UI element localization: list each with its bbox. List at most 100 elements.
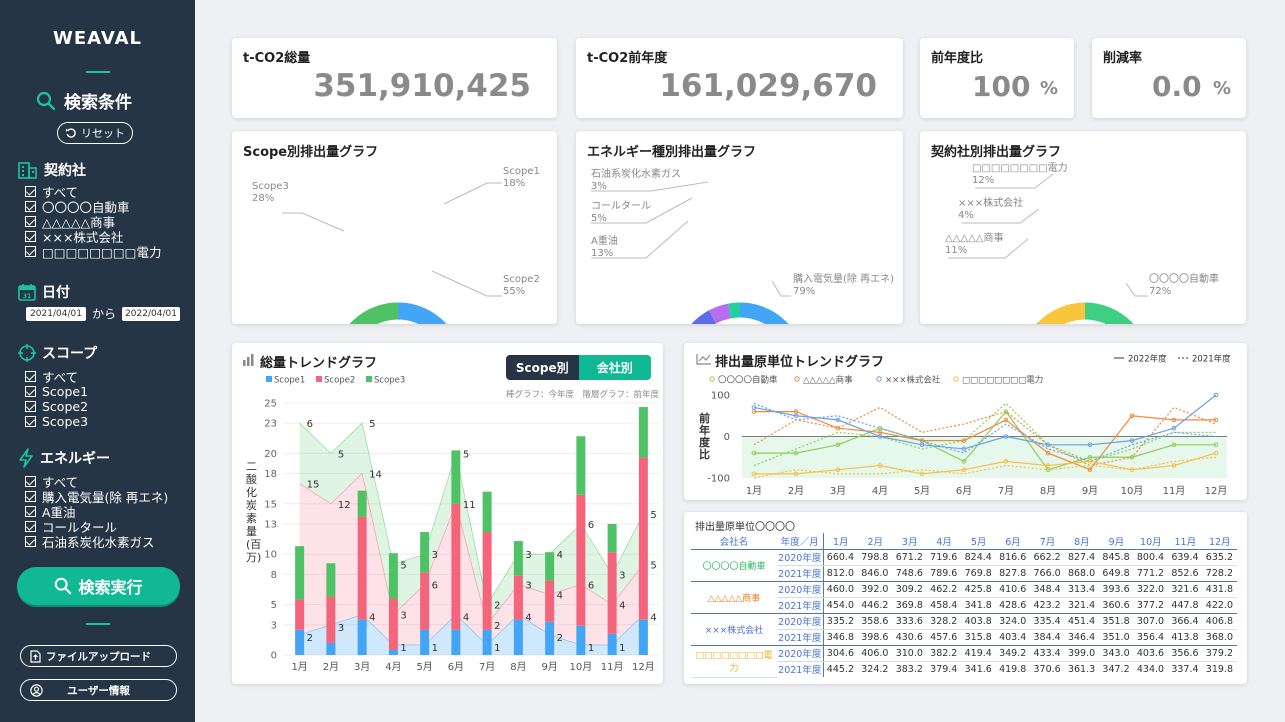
checkbox-box[interactable] [25, 415, 36, 427]
card-title: 総量トレンドグラフ [260, 356, 378, 371]
bar-scope3 [576, 436, 586, 495]
y-tick-label: 0 [724, 432, 730, 443]
checkbox-company-4[interactable]: □□□□□□□□電力 [25, 244, 161, 260]
donut-label-company-power: □□□□□□□□電力 12% [972, 163, 1068, 186]
checkbox-energy-2[interactable]: A重油 [25, 504, 76, 520]
value-cell: 377.2 [1133, 597, 1169, 614]
checkbox-box[interactable] [25, 200, 36, 212]
reset-button[interactable]: リセット [57, 122, 133, 144]
line-series [754, 410, 1216, 471]
line-point [1045, 450, 1051, 456]
checkbox-company-1[interactable]: 〇〇〇〇自動車 [25, 199, 130, 215]
search-conditions-header: 検索条件 [36, 88, 132, 113]
x-tick-label: 5月 [416, 661, 432, 673]
kpi-value: 351,910,425 [313, 68, 531, 104]
area-data-label: 2 [307, 633, 313, 644]
checkbox-box[interactable] [25, 505, 36, 517]
value-cell: 335.4 [1030, 613, 1065, 630]
table-header-cell: 3月 [892, 533, 927, 550]
x-tick-label: 9月 [1082, 485, 1098, 497]
line-point [1129, 438, 1135, 443]
value-cell: 366.4 [1168, 613, 1203, 630]
file-upload-button[interactable]: ファイルアップロード [20, 645, 177, 667]
area-data-label: 5 [650, 560, 656, 571]
line-point [919, 471, 925, 477]
table-header-row: 会社名 年度／月 1月 2月 3月 4月 5月 6月 7月 8月 9月 10月 11月 12月 [691, 533, 1237, 550]
line-series [753, 402, 1217, 463]
x-tick-label: 2月 [788, 485, 804, 497]
svg-text:31: 31 [23, 293, 31, 300]
checkbox-box[interactable] [25, 385, 36, 397]
checkbox-box[interactable] [25, 370, 36, 382]
value-cell: 868.0 [1064, 565, 1100, 582]
kpi-label: t-CO2総量 [243, 51, 311, 66]
area-data-label: 3 [338, 623, 344, 634]
checkbox-scope-1[interactable]: Scope1 [25, 384, 88, 399]
trend-note: 棒グラフ：今年度 階層グラフ：前年度 [506, 390, 660, 400]
checkbox-box[interactable] [25, 535, 36, 547]
user-info-button[interactable]: ユーザー情報 [20, 679, 177, 701]
value-cell: 812.0 [823, 565, 858, 582]
sidebar: WEAVAL 検索条件 リセット 契約社 すべて 〇〇〇〇自動車 △△△△△商事… [0, 0, 195, 722]
checkbox-box[interactable] [25, 245, 36, 257]
value-cell: 445.2 [826, 663, 854, 675]
checkbox-box[interactable] [25, 215, 36, 227]
date-from-input[interactable]: 2021/04/01 [26, 307, 86, 321]
checkbox-company-2[interactable]: △△△△△商事 [25, 214, 115, 230]
checkbox-box[interactable] [25, 230, 36, 242]
checkbox-label: A重油 [42, 504, 76, 520]
checkbox-company-3[interactable]: ×××株式会社 [25, 229, 123, 245]
area-data-label: 4 [557, 591, 563, 602]
checkbox-energy-1[interactable]: 購入電気量(除 再エネ) [25, 489, 168, 505]
value-cell: 384.4 [1030, 629, 1065, 646]
area-data-label: 5 [400, 560, 406, 571]
bar-scope3 [638, 407, 648, 458]
kpi-yoy-card: 前年度比 100 % [920, 38, 1074, 118]
legend-swatch [316, 376, 322, 382]
bar-scope3 [545, 552, 555, 581]
line-point [1087, 459, 1093, 464]
checkbox-box[interactable] [25, 475, 36, 487]
checkbox-scope-3[interactable]: Scope3 [25, 414, 88, 429]
checkbox-energy-all[interactable]: すべて [25, 474, 79, 490]
checkbox-label: すべて [42, 474, 79, 490]
line-point [793, 413, 799, 419]
value-cell: 403.8 [961, 613, 996, 630]
checkbox-company-all[interactable]: すべて [25, 184, 79, 200]
toggle-company-button[interactable]: 会社別 [578, 355, 651, 380]
legend-label: ×××株式会社 [885, 375, 941, 386]
search-execute-label: 検索実行 [78, 578, 143, 597]
x-tick-label: 4月 [872, 485, 888, 497]
checkbox-box[interactable] [25, 400, 36, 412]
x-tick-label: 12月 [1205, 485, 1228, 497]
user-info-label: ユーザー情報 [67, 684, 130, 697]
area-line [299, 472, 644, 626]
value-cell: 328.2 [926, 613, 962, 630]
value-cell: 398.6 [858, 629, 893, 646]
search-execute-button[interactable]: 検索実行 [17, 567, 180, 605]
line-point [751, 471, 757, 477]
line-point [1171, 417, 1177, 423]
checkbox-energy-3[interactable]: コールタール [25, 519, 117, 535]
table-title: 排出量原単位〇〇〇〇 [695, 522, 795, 533]
checkbox-box[interactable] [25, 520, 36, 532]
checkbox-box[interactable] [25, 490, 36, 502]
value-cell: 824.4 [961, 549, 996, 566]
table-header-cell: 9月 [1099, 533, 1134, 550]
value-cell: 346.4 [1064, 629, 1100, 646]
checkbox-scope-all[interactable]: すべて [25, 369, 78, 385]
value-cell: 748.6 [892, 565, 927, 582]
checkbox-energy-4[interactable]: 石油系炭化水素ガス [25, 534, 155, 550]
checkbox-box[interactable] [25, 185, 36, 197]
line-series [753, 456, 1217, 479]
x-tick-label: 2月 [323, 661, 339, 673]
scope-donut-chart [282, 182, 502, 324]
bar-scope3 [513, 541, 523, 576]
bar-scope3 [326, 563, 336, 597]
checkbox-label: すべて [42, 184, 79, 200]
bar-scope2 [607, 552, 617, 634]
checkbox-scope-2[interactable]: Scope2 [25, 399, 88, 414]
legend-label: Scope1 [274, 376, 305, 386]
toggle-scope-button[interactable]: Scope別 [506, 355, 579, 380]
date-to-input[interactable]: 2022/04/01 [122, 307, 180, 321]
